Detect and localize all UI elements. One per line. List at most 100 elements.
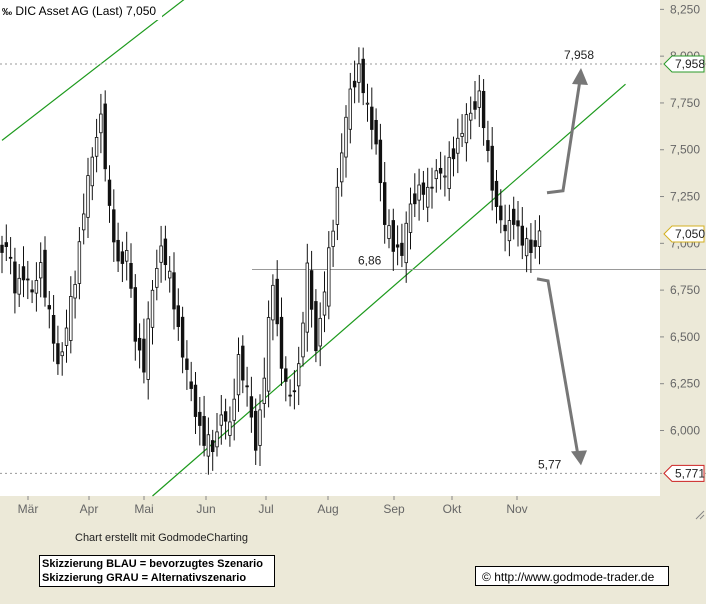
copyright-link[interactable]: http://www.godmode-trader.de <box>494 570 655 584</box>
candle-body <box>30 289 34 293</box>
candle-body <box>443 175 447 178</box>
level-marker-box <box>663 464 705 482</box>
candle-body <box>176 305 180 327</box>
candle-body <box>464 114 469 144</box>
candle-body <box>129 262 133 289</box>
candle-body <box>146 318 150 380</box>
candle-body <box>477 90 481 108</box>
candle-body <box>481 90 486 129</box>
candle-body <box>318 317 322 347</box>
candle-body <box>112 209 116 243</box>
candle-body <box>258 409 262 446</box>
level-label: 5,77 <box>538 457 562 471</box>
candle-body <box>215 431 219 448</box>
candle-body <box>524 238 529 257</box>
candle-body <box>21 266 26 281</box>
candle-body <box>348 88 352 130</box>
candle-body <box>34 280 39 294</box>
candle-body <box>185 358 189 370</box>
candle-body <box>125 250 129 262</box>
candle-body <box>468 112 473 121</box>
resize-grip-icon <box>695 510 705 520</box>
candle-body <box>245 385 249 388</box>
candle-body <box>189 381 193 389</box>
candle-body <box>180 316 185 358</box>
candle-body <box>529 239 533 254</box>
candle-body <box>292 390 297 393</box>
candle-body <box>219 414 223 426</box>
candle-body <box>13 261 17 294</box>
candle-body <box>361 58 365 94</box>
scenario-arrow-up <box>546 79 582 195</box>
candle-body <box>17 277 21 295</box>
candle-body <box>90 156 94 187</box>
candle-body <box>198 411 202 426</box>
candle-body <box>142 338 146 373</box>
candle-body <box>228 421 232 436</box>
candle-body <box>51 314 56 344</box>
candle-body <box>172 272 176 310</box>
candle-body <box>232 398 236 421</box>
candle-body <box>116 239 120 262</box>
candle-body <box>241 345 245 381</box>
candle-body <box>0 244 4 253</box>
level-marker-label: 5,771 <box>675 466 705 480</box>
candle-body <box>94 136 99 157</box>
chart-credit: Chart erstellt mit GodmodeCharting <box>75 532 249 544</box>
candle-body <box>451 148 456 160</box>
price-bars <box>0 47 542 475</box>
candle-body <box>537 230 542 247</box>
candle-body <box>352 80 357 88</box>
candle-body <box>447 156 451 189</box>
scenario-arrow-down <box>536 277 580 456</box>
candle-body <box>378 139 383 184</box>
candle-body <box>120 251 125 264</box>
trendline-upper <box>1 0 185 141</box>
candle-body <box>271 284 275 321</box>
candle-body <box>253 410 258 451</box>
candle-body <box>26 278 30 281</box>
candle-body <box>107 179 112 206</box>
chart-title: ‰ DIC Asset AG (Last) 7,050 <box>0 2 163 20</box>
candle-body <box>520 225 524 246</box>
level-label: 7,958 <box>564 48 594 62</box>
candle-body <box>206 434 211 457</box>
x-tick-label: Mär <box>18 502 39 516</box>
candle-body <box>417 184 421 201</box>
candle-body <box>344 116 348 158</box>
candle-body <box>288 394 292 397</box>
x-tick-label: Sep <box>383 502 405 516</box>
candle-body <box>223 411 228 422</box>
candle-body <box>202 416 206 446</box>
copyright-box[interactable]: © http://www.godmode-trader.de <box>475 566 669 586</box>
candle-body <box>430 186 434 189</box>
candle-body <box>503 224 507 232</box>
candle-body <box>99 113 103 134</box>
candle-body <box>425 186 430 208</box>
candle-body <box>103 103 107 170</box>
candle-body <box>395 244 400 248</box>
candle-body <box>382 182 387 225</box>
candle-body <box>460 132 464 137</box>
y-tick-label: 7,750 <box>670 96 700 110</box>
candle-body <box>236 354 241 396</box>
y-tick-label: 6,500 <box>670 330 700 344</box>
candle-body <box>39 262 43 279</box>
candle-body <box>413 193 417 205</box>
candle-body <box>275 278 279 325</box>
candle-body <box>43 249 47 298</box>
candle-body <box>314 301 318 352</box>
candle-body <box>159 245 163 263</box>
candle-body <box>262 377 266 404</box>
candle-body <box>193 384 198 417</box>
candle-body <box>421 182 426 195</box>
x-tick-label: Apr <box>80 502 99 516</box>
scenario-arrow-down-head <box>571 450 587 466</box>
candle-body <box>335 186 340 225</box>
chart-scale-icon: ‰ <box>2 7 12 18</box>
candle-body <box>4 242 8 247</box>
candle-body <box>374 119 378 145</box>
candle-body <box>494 180 499 207</box>
